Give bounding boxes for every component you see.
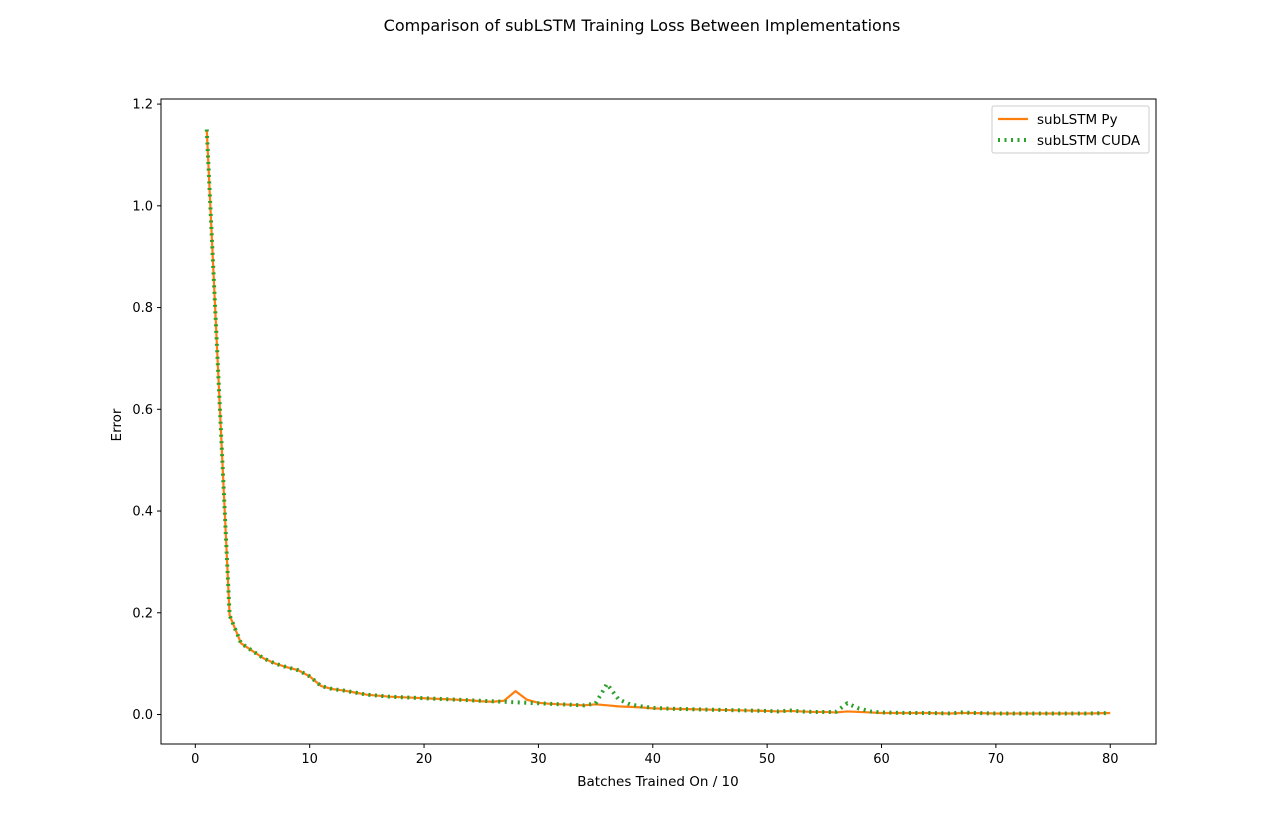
y-tick-label: 0.6 xyxy=(132,403,153,418)
x-tick-label: 0 xyxy=(191,752,199,767)
x-tick-label: 80 xyxy=(1102,752,1119,767)
y-tick-label: 1.0 xyxy=(132,199,153,214)
x-tick-label: 50 xyxy=(759,752,776,767)
x-axis-label: Batches Trained On / 10 xyxy=(577,774,739,790)
x-tick-label: 30 xyxy=(530,752,547,767)
x-tick-label: 60 xyxy=(873,752,890,767)
y-tick-label: 0.4 xyxy=(132,505,153,520)
legend-box xyxy=(991,105,1150,154)
y-tick-label: 0.0 xyxy=(132,708,153,723)
x-axis: 0 10 20 30 40 50 60 70 80 xyxy=(191,744,1119,767)
y-tick-label: 0.2 xyxy=(132,606,153,621)
x-tick-label: 40 xyxy=(645,752,662,767)
legend: subLSTM Py subLSTM CUDA xyxy=(991,105,1150,154)
y-axis: 0.0 0.2 0.4 0.6 0.8 1.0 1.2 xyxy=(132,98,161,723)
y-tick-label: 0.8 xyxy=(132,301,153,316)
chart-title: Comparison of subLSTM Training Loss Betw… xyxy=(384,16,901,35)
x-tick-label: 10 xyxy=(301,752,318,767)
legend-label-subLSTM-cuda: subLSTM CUDA xyxy=(1037,133,1141,149)
x-tick-label: 20 xyxy=(416,752,433,767)
plot-frame xyxy=(160,98,1157,745)
y-axis-label: Error xyxy=(109,408,125,441)
y-tick-label: 1.2 xyxy=(132,98,153,113)
series-layer xyxy=(204,129,1111,716)
x-tick-label: 70 xyxy=(988,752,1005,767)
plot-area xyxy=(160,98,1157,745)
legend-label-subLSTM-py: subLSTM Py xyxy=(1037,112,1118,128)
series-line-subLSTM-cuda xyxy=(204,129,1111,716)
